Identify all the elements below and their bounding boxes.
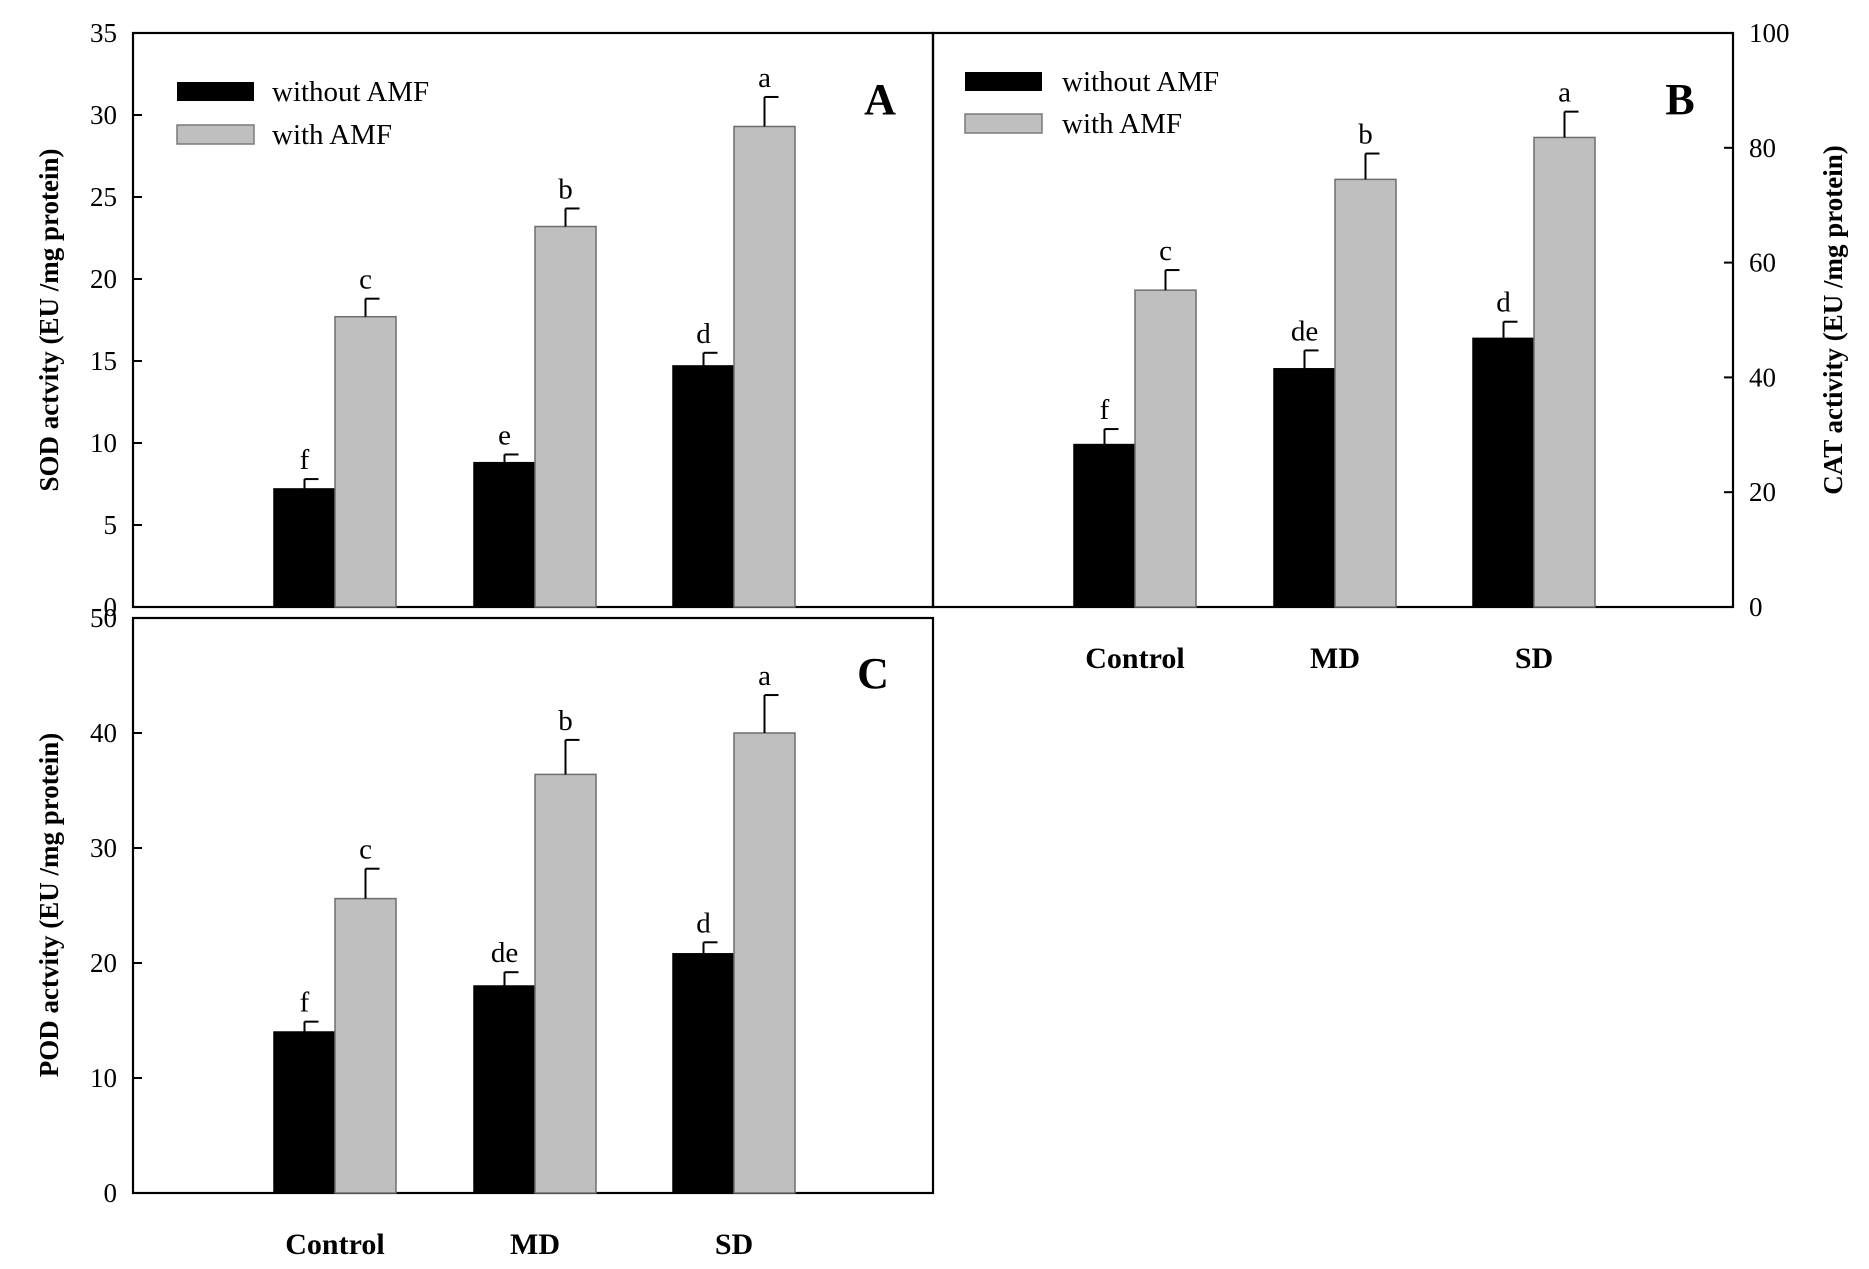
panel-c-bar-with-amf-sd: [733, 732, 796, 1194]
legend-swatch-without-amf: [965, 72, 1042, 91]
legend-label-without-amf: without AMF: [272, 76, 429, 108]
panel-b-bar-with-amf-sd-significance-letter: a: [1558, 77, 1571, 109]
panel-a-bar-with-amf-control: [334, 315, 397, 608]
panel-a-bar-with-amf-md: [534, 225, 597, 608]
panel-c-y-tick-label: 50: [90, 603, 117, 633]
panel-c-y-axis-title: POD actvity (EU /mg protein): [34, 733, 64, 1077]
panel-b-bar-with-amf-control-significance-letter: c: [1159, 235, 1172, 267]
panel-a-bar-without-amf-md-significance-letter: e: [498, 419, 511, 451]
panel-b-y-tick-label: 0: [1749, 592, 1763, 622]
panel-a-bar-with-amf-sd-significance-letter: a: [758, 62, 771, 94]
legend-swatch-without-amf: [177, 82, 254, 101]
panel-a-y-tick-label: 25: [90, 182, 117, 212]
panel-a-y-tick-label: 30: [90, 100, 117, 130]
panel-b-y-axis-title: CAT activity (EU /mg protein): [1818, 145, 1848, 494]
panel-b-bar-with-amf-sd: [1533, 136, 1596, 608]
panel-c-bar-without-amf-sd-significance-letter: d: [696, 907, 711, 939]
panel-a-y-axis-title: SOD actvity (EU /mg protein): [34, 149, 64, 492]
panel-b-bar-without-amf-sd: [1472, 337, 1535, 608]
panel-c-bar-with-amf-md: [534, 773, 597, 1194]
panel-a-y-tick-label: 35: [90, 18, 117, 48]
panel-b-category-label: SD: [1515, 642, 1553, 675]
legend-label-with-amf: with AMF: [272, 119, 392, 151]
panel-a-y-tick-label: 0: [104, 592, 118, 622]
legend-swatch-with-amf: [176, 124, 255, 145]
panel-a-bar-with-amf-control-significance-letter: c: [359, 264, 372, 296]
panel-b-bar-with-amf-md-significance-letter: b: [1358, 119, 1373, 151]
panel-b-y-tick-label: 40: [1749, 362, 1776, 392]
panel-c-y-tick-label: 40: [90, 718, 117, 748]
panel-c-y-tick-label: 30: [90, 833, 117, 863]
panel-c-bar-without-amf-control-significance-letter: f: [300, 987, 310, 1019]
panel-a-y-tick-label: 20: [90, 264, 117, 294]
panel-a-bar-without-amf-sd: [672, 365, 735, 608]
panel-c-bar-without-amf-md: [473, 985, 536, 1194]
panel-c-category-label: SD: [715, 1228, 753, 1261]
panel-a-bar-without-amf-control: [273, 488, 336, 608]
panel-c-bar-with-amf-control-significance-letter: c: [359, 834, 372, 866]
panel-a-bar-with-amf-md-significance-letter: b: [558, 173, 573, 205]
panel-b-y-tick-label: 80: [1749, 133, 1776, 163]
panel-b-bar-with-amf-control: [1134, 289, 1197, 608]
panel-c-bar-without-amf-sd: [672, 953, 735, 1194]
panel-b-bar-without-amf-control: [1073, 443, 1136, 608]
panel-c-y-tick-label: 0: [104, 1178, 118, 1208]
legend-swatch-with-amf: [964, 113, 1043, 134]
panel-c-letter: C: [857, 649, 889, 698]
bars-layer: 05101520253035fcebda020406080100fcContro…: [90, 18, 1790, 1261]
panel-b-bar-without-amf-control-significance-letter: f: [1100, 394, 1110, 426]
panel-b-y-tick-label: 20: [1749, 477, 1776, 507]
panel-c-bar-without-amf-md-significance-letter: de: [491, 937, 518, 969]
panel-c-category-label: Control: [285, 1228, 384, 1261]
panel-a-letter: A: [864, 75, 896, 124]
legend-label-without-amf: without AMF: [1062, 66, 1219, 98]
panel-a-bar-without-amf-control-significance-letter: f: [300, 444, 310, 476]
panel-b-category-label: Control: [1085, 642, 1184, 675]
panel-b-y-tick-label: 60: [1749, 248, 1776, 278]
panel-b-bar-without-amf-sd-significance-letter: d: [1496, 287, 1511, 319]
panel-a-legend: without AMF with AMF: [176, 76, 429, 151]
panel-c-bar-with-amf-sd-significance-letter: a: [758, 660, 771, 692]
panel-c-category-label: MD: [510, 1228, 560, 1261]
panel-a-y-tick-label: 10: [90, 428, 117, 458]
panel-b-legend: without AMF with AMF: [964, 66, 1219, 140]
panel-a-y-tick-label: 5: [104, 510, 118, 540]
panel-c-y-tick-label: 20: [90, 948, 117, 978]
panel-c-bar-with-amf-md-significance-letter: b: [558, 705, 573, 737]
panel-c-bar-without-amf-control: [273, 1031, 336, 1194]
panel-a-y-tick-label: 15: [90, 346, 117, 376]
panel-b-letter: B: [1665, 75, 1694, 124]
panel-a-bar-without-amf-sd-significance-letter: d: [696, 318, 711, 350]
panel-b-bar-without-amf-md-significance-letter: de: [1291, 315, 1318, 347]
panel-c-y-tick-label: 10: [90, 1063, 117, 1093]
panel-b-y-tick-label: 100: [1749, 18, 1790, 48]
panel-b-bar-without-amf-md: [1273, 368, 1336, 608]
panel-c-bar-with-amf-control: [334, 897, 397, 1194]
legend-label-with-amf: with AMF: [1062, 108, 1182, 140]
panel-b-bar-with-amf-md: [1334, 178, 1397, 608]
panel-b-category-label: MD: [1310, 642, 1360, 675]
panel-a-bar-with-amf-sd: [733, 125, 796, 608]
panel-a-bar-without-amf-md: [473, 461, 536, 608]
